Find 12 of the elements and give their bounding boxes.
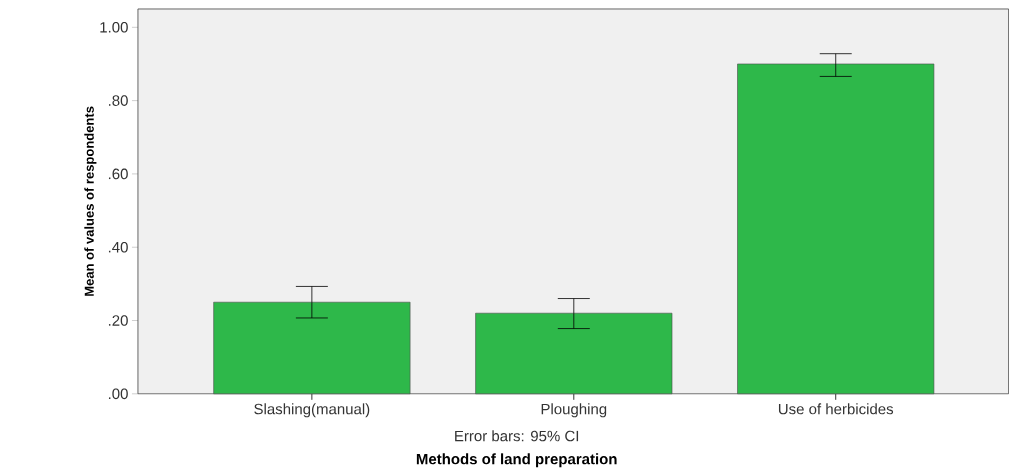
y-tick-label: .80 xyxy=(108,95,128,107)
y-tick-label: .00 xyxy=(108,388,128,400)
x-tick-label: Use of herbicides xyxy=(778,403,894,415)
x-tick-label: Ploughing xyxy=(541,403,607,418)
x-tick-label: Slashing(manual) xyxy=(254,403,370,418)
y-axis-title: Mean of values of respondents xyxy=(84,106,97,296)
y-tick-label: .20 xyxy=(108,315,128,326)
y-tick-label: .40 xyxy=(108,242,128,253)
text: Error bars: 95% CI xyxy=(455,430,579,442)
y-tick-label: 1.00 xyxy=(100,22,128,33)
y-tick-label: .60 xyxy=(108,168,128,180)
x-axis-title: Methods of land preparation xyxy=(416,453,617,468)
